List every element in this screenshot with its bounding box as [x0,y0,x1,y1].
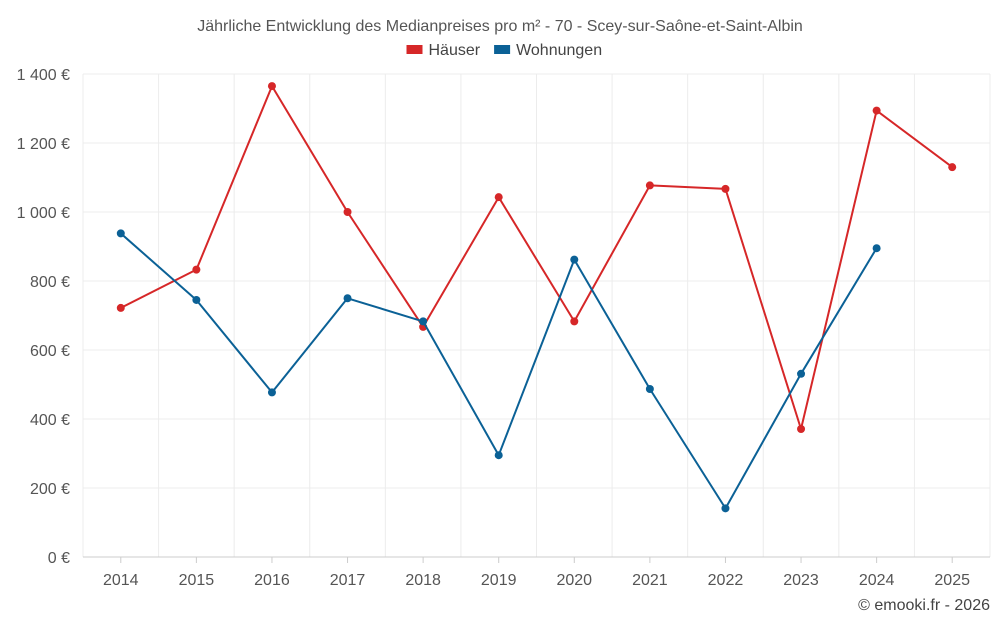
x-tick-label: 2018 [405,572,441,589]
x-tick-label: 2025 [934,572,970,589]
data-point [267,388,276,397]
legend-item-h-user: Häuser [406,42,481,59]
y-tick-label: 1 200 € [17,136,70,153]
data-point [721,504,730,513]
x-tick-label: 2015 [179,572,215,589]
data-point [116,229,125,238]
x-tick-label: 2022 [708,572,744,589]
x-gridlines [82,74,991,557]
data-point [948,163,957,172]
y-tick-label: 200 € [30,481,70,498]
y-tick-label: 1 000 € [17,205,70,222]
x-tick-label: 2017 [330,572,366,589]
data-point [192,265,201,274]
data-point [872,244,881,253]
series-line-h-user [120,85,953,430]
y-tick-label: 600 € [30,343,70,360]
x-tick-label: 2014 [103,572,139,589]
data-point [645,181,654,190]
series-wohnungen [116,229,881,513]
y-tick-label: 800 € [30,274,70,291]
legend-swatch [494,45,511,54]
data-point [494,193,503,202]
x-tick-label: 2019 [481,572,517,589]
data-point [192,295,201,304]
data-point [116,303,125,312]
data-point [494,451,503,460]
x-tick-label: 2021 [632,572,668,589]
x-tick-label: 2024 [859,572,895,589]
y-tick-label: 400 € [30,412,70,429]
data-point [419,317,428,326]
copyright-credit: © emooki.fr - 2026 [858,597,990,614]
x-axis-ticks: 2014 2015 2016 2017 2018 2019 2020 2021 2022 2023… [103,557,970,589]
data-point [645,384,654,393]
y-tick-label: 0 € [48,550,70,567]
data-point [343,294,352,303]
data-point [721,184,730,193]
series-group [116,82,957,513]
data-point [872,106,881,115]
x-tick-label: 2020 [556,572,592,589]
data-point [570,317,579,326]
legend-swatch [406,45,423,54]
data-point [570,255,579,264]
legend-item-wohnungen: Wohnungen [494,42,602,59]
y-tick-label: 1 400 € [17,67,70,84]
y-axis-ticks: 0 € 200 € 400 € 600 € 800 € 1 000 € 1 200 € 1 4… [17,67,70,567]
y-gridlines [83,73,990,489]
chart-title: Jährliche Entwicklung des Medianpreises … [197,18,803,35]
legend-label: Häuser [429,42,481,59]
x-tick-label: 2023 [783,572,819,589]
data-point [343,208,352,216]
legend-label: Wohnungen [516,42,602,59]
legend: Häuser Wohnungen [406,42,602,59]
x-tick-label: 2016 [254,572,290,589]
data-point [267,82,276,91]
series-h-user [116,82,957,434]
data-point [797,425,806,434]
data-point [797,369,806,378]
